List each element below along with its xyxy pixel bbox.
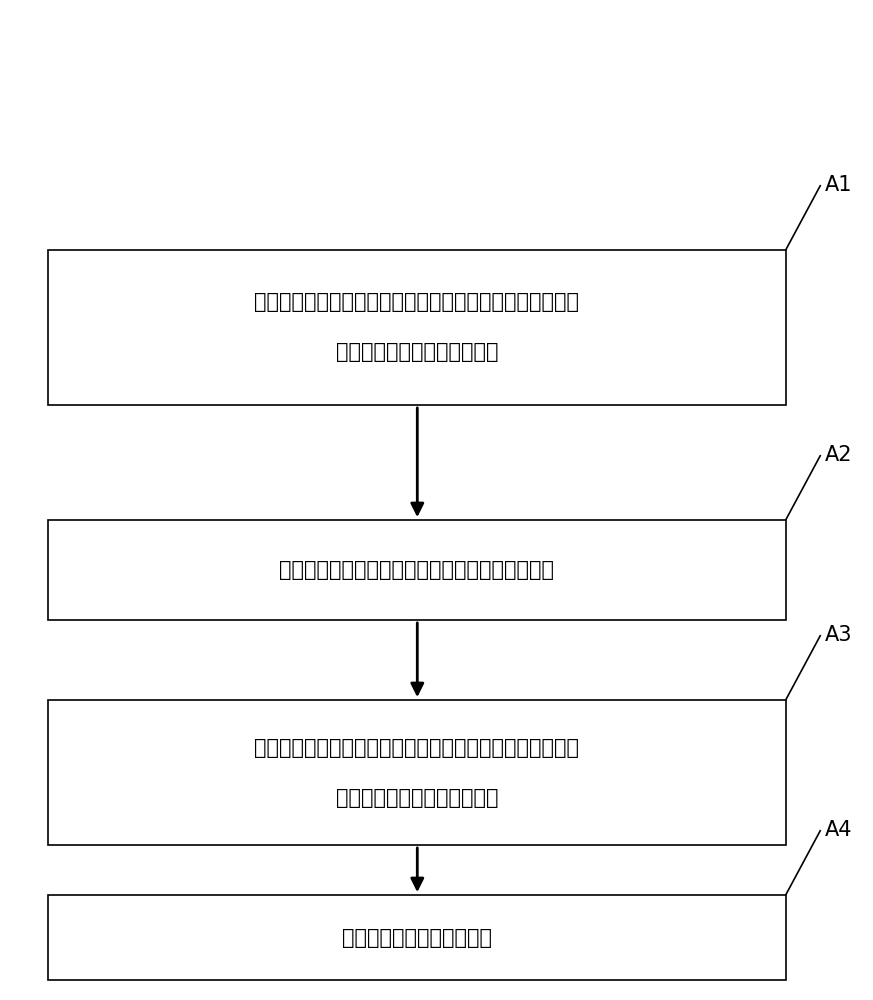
Bar: [48, 700, 786, 845]
Text: A2: A2: [825, 445, 853, 465]
Text: 检测单元获得取样单元上异常细胞所在凹槽的位置: 检测单元获得取样单元上异常细胞所在凹槽的位置: [279, 560, 554, 580]
Bar: [48, 895, 786, 980]
Bar: [48, 250, 786, 405]
Text: 离子向上穿过开口进入传输管: 离子向上穿过开口进入传输管: [335, 788, 498, 808]
Text: A4: A4: [825, 820, 853, 840]
Bar: [48, 520, 786, 620]
Text: 细胞悬浮液进入取样单元内；细胞停留在各个凹槽内，液体: 细胞悬浮液进入取样单元内；细胞停留在各个凹槽内，液体: [254, 292, 580, 312]
Text: 异常细胞所在凹槽外侧的电极放电，凹槽内的细胞被电离，: 异常细胞所在凹槽外侧的电极放电，凹槽内的细胞被电离，: [254, 738, 580, 758]
Text: A3: A3: [825, 625, 853, 645]
Text: 流过流道和凹槽，从出口排出: 流过流道和凹槽，从出口排出: [335, 342, 498, 362]
Text: 传输管将离子输送到质谱仪: 传输管将离子输送到质谱仪: [342, 928, 491, 948]
Text: A1: A1: [825, 175, 853, 195]
